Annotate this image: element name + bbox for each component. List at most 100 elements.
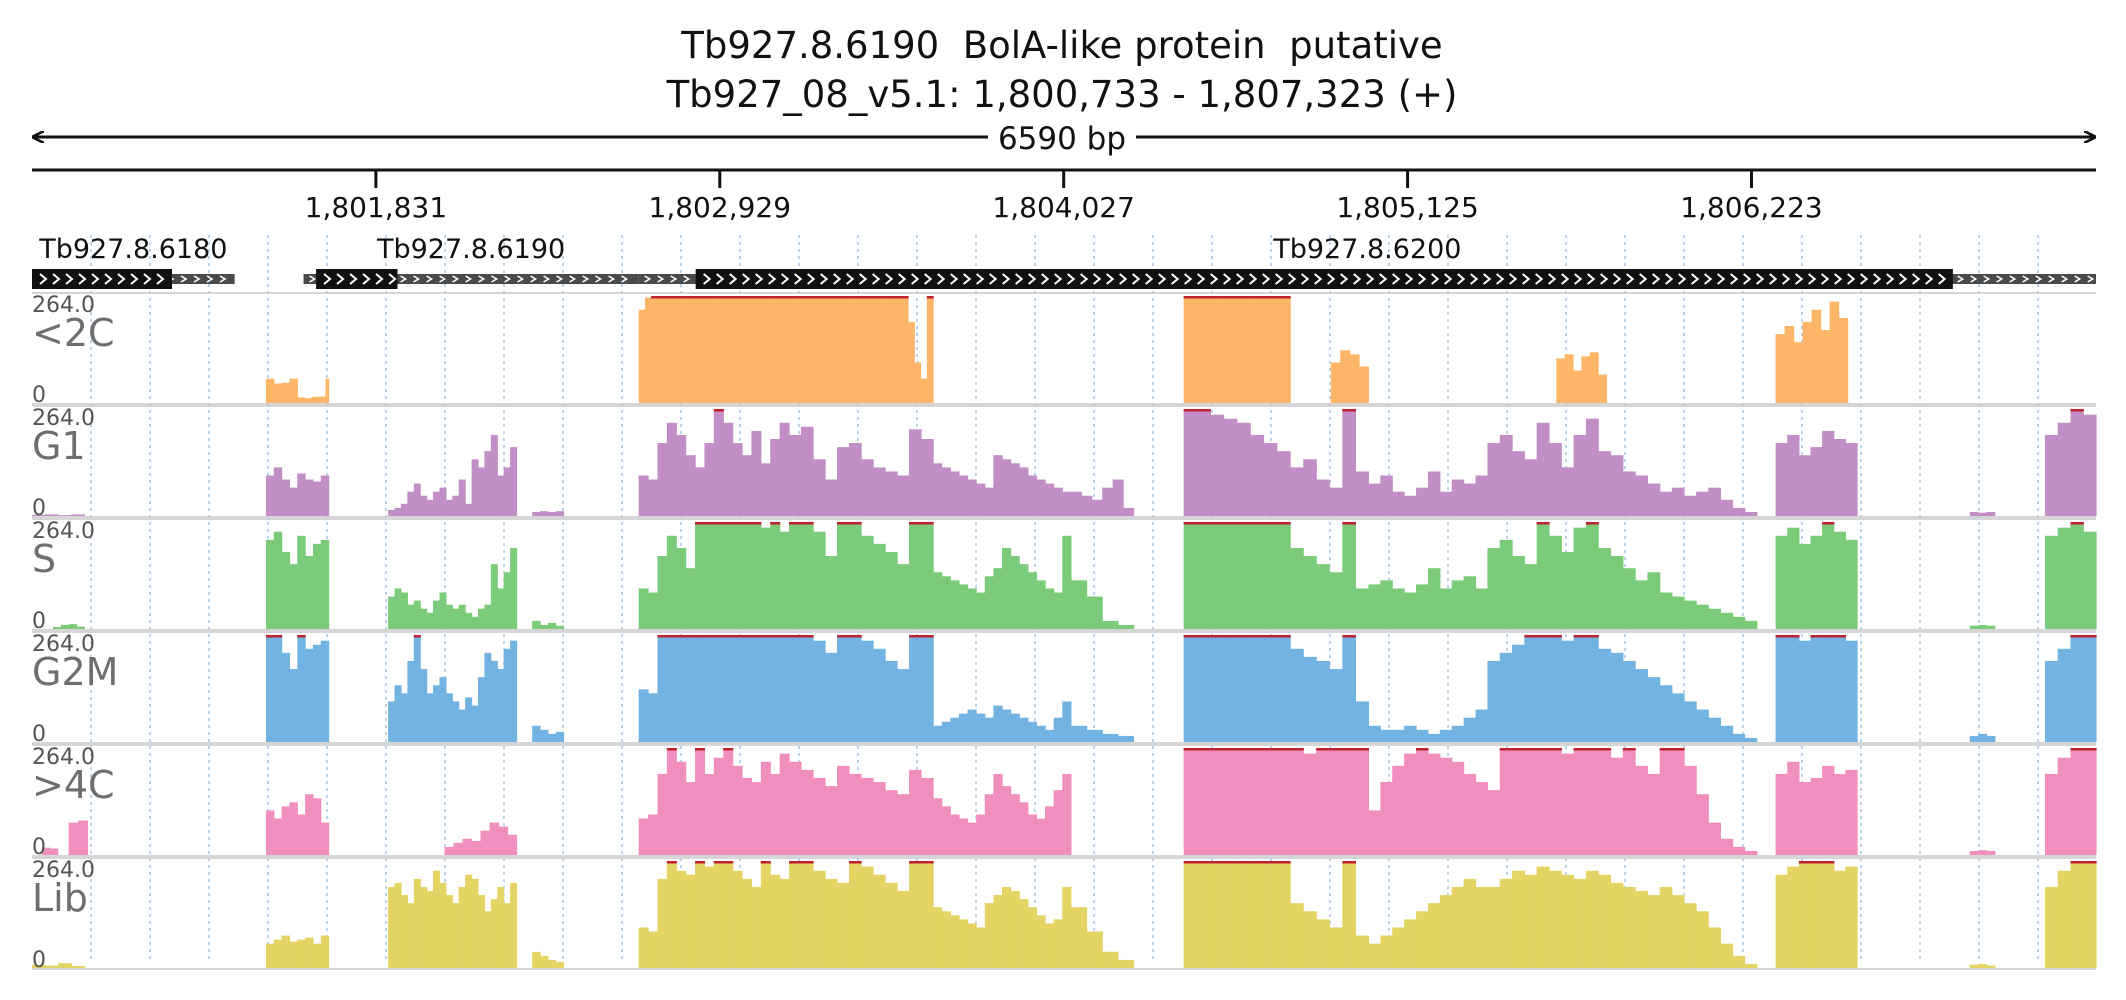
coverage-bar [1342,409,1356,516]
clip-marker [732,522,743,525]
coverage-bar [1720,499,1734,516]
clip-marker [1223,635,1238,638]
coverage-bar [1001,886,1012,968]
strand-arrow-icon [1366,273,1375,285]
coverage-bar [1223,748,1238,855]
coverage-bar [555,511,565,516]
strand-arrow-icon [1600,273,1609,285]
coverage-bar [1053,592,1063,629]
strand-arrow-icon [924,273,933,285]
coverage-bar [1010,713,1020,742]
coverage-bar [1183,635,1198,742]
strand-arrow-icon [504,275,512,283]
coverage-bar [1524,874,1538,968]
coverage-bar [1081,495,1093,516]
coverage-bar [950,915,960,968]
coverage-bar [433,600,441,629]
coverage-bar [1316,660,1330,742]
coverage-bar [967,479,977,516]
coverage-bar [1183,861,1198,968]
coverage-bar [1659,685,1673,742]
coverage-bar [510,447,518,516]
ruler-tick-label: 1,804,027 [992,191,1135,224]
strand-arrow-icon [1457,273,1466,285]
coverage-bar [1019,564,1029,629]
coverage-bar [1585,418,1599,516]
gene-title: Tb927.8.6190 BolA-like protein putative [680,24,1442,67]
coverage-bar [1196,635,1211,742]
coverage-bar [976,927,986,968]
coverage-bar [1254,296,1291,403]
clip-marker [1210,861,1225,864]
strand-arrow-icon [1795,273,1804,285]
coverage-bar [1647,483,1661,516]
coverage-bar [462,838,473,855]
strand-arrow-icon [1886,273,1895,285]
strand-arrow-icon [1418,273,1427,285]
strand-arrow-icon [1405,273,1414,285]
coverage-bar [1683,903,1697,968]
coverage-bar [1463,717,1477,742]
coverage-bar [1196,409,1211,516]
gene-track: Tb927.8.6180 Tb927.8.6190 Tb927.8.6200 [32,234,2097,289]
clip-marker [926,296,934,299]
coverage-bar [58,515,72,516]
coverage-bar [1598,374,1608,403]
strand-arrow-icon [742,273,751,285]
coverage-bar [1810,447,1823,516]
track-ymin-label: 0 [32,496,46,521]
coverage-bar [1380,935,1393,968]
coverage-bar [458,604,466,629]
coverage-bar [1380,729,1393,742]
track-ymin-label: 0 [32,835,46,860]
strand-arrow-icon [400,275,408,283]
coverage-bar [1598,748,1612,855]
strand-arrow-icon [1054,273,1063,285]
coverage-bar [685,635,696,742]
coverage-bar [1635,669,1649,742]
strand-arrow-icon [1067,273,1076,285]
coverage-bar [732,522,743,629]
strand-arrow-icon [1983,275,1991,283]
coverage-bar [1355,588,1370,629]
strand-arrow-icon [309,275,317,283]
strand-arrow-icon [950,273,959,285]
coverage-bar [1986,511,1996,516]
strand-arrow-icon [644,275,652,283]
coverage-bar [695,748,706,855]
strand-arrow-icon [2009,275,2017,283]
coverage-bar [1368,943,1381,968]
coverage-bar [1671,596,1685,629]
ruler: 1,801,831 1,802,929 1,804,027 1,805,125 1,80… [32,168,2096,224]
coverage-bar [685,782,696,855]
coverage-bar [1027,572,1038,629]
coverage-bar [976,814,986,855]
coverage-bar [1329,927,1343,968]
coverage-bar [1659,886,1673,968]
coverage-bar [1359,366,1370,403]
coverage-bar [933,907,943,968]
strand-arrow-icon [898,273,907,285]
clip-marker [1536,635,1550,638]
coverage-bar [1775,773,1788,855]
coverage-bar [433,870,441,968]
coverage-bar [281,806,291,855]
strand-arrow-icon [543,275,551,283]
coverage-bar [281,652,291,742]
strand-arrow-icon [1821,273,1830,285]
coverage-bar [1086,729,1103,742]
coverage-bar [297,535,306,629]
coverage-bar [813,640,826,742]
clip-marker [740,296,770,299]
coverage-bar [498,826,509,855]
coverage-bar [751,522,762,629]
coverage-bar [1475,886,1489,968]
coverage-bar [2083,414,2097,516]
coverage-bar [445,499,453,516]
strand-arrow-icon [885,273,894,285]
coverage-bar [1086,596,1103,629]
coverage-bar [1416,584,1429,629]
coverage-bar [1463,576,1477,629]
coverage-bar [1210,635,1225,742]
clip-marker [2070,748,2084,751]
